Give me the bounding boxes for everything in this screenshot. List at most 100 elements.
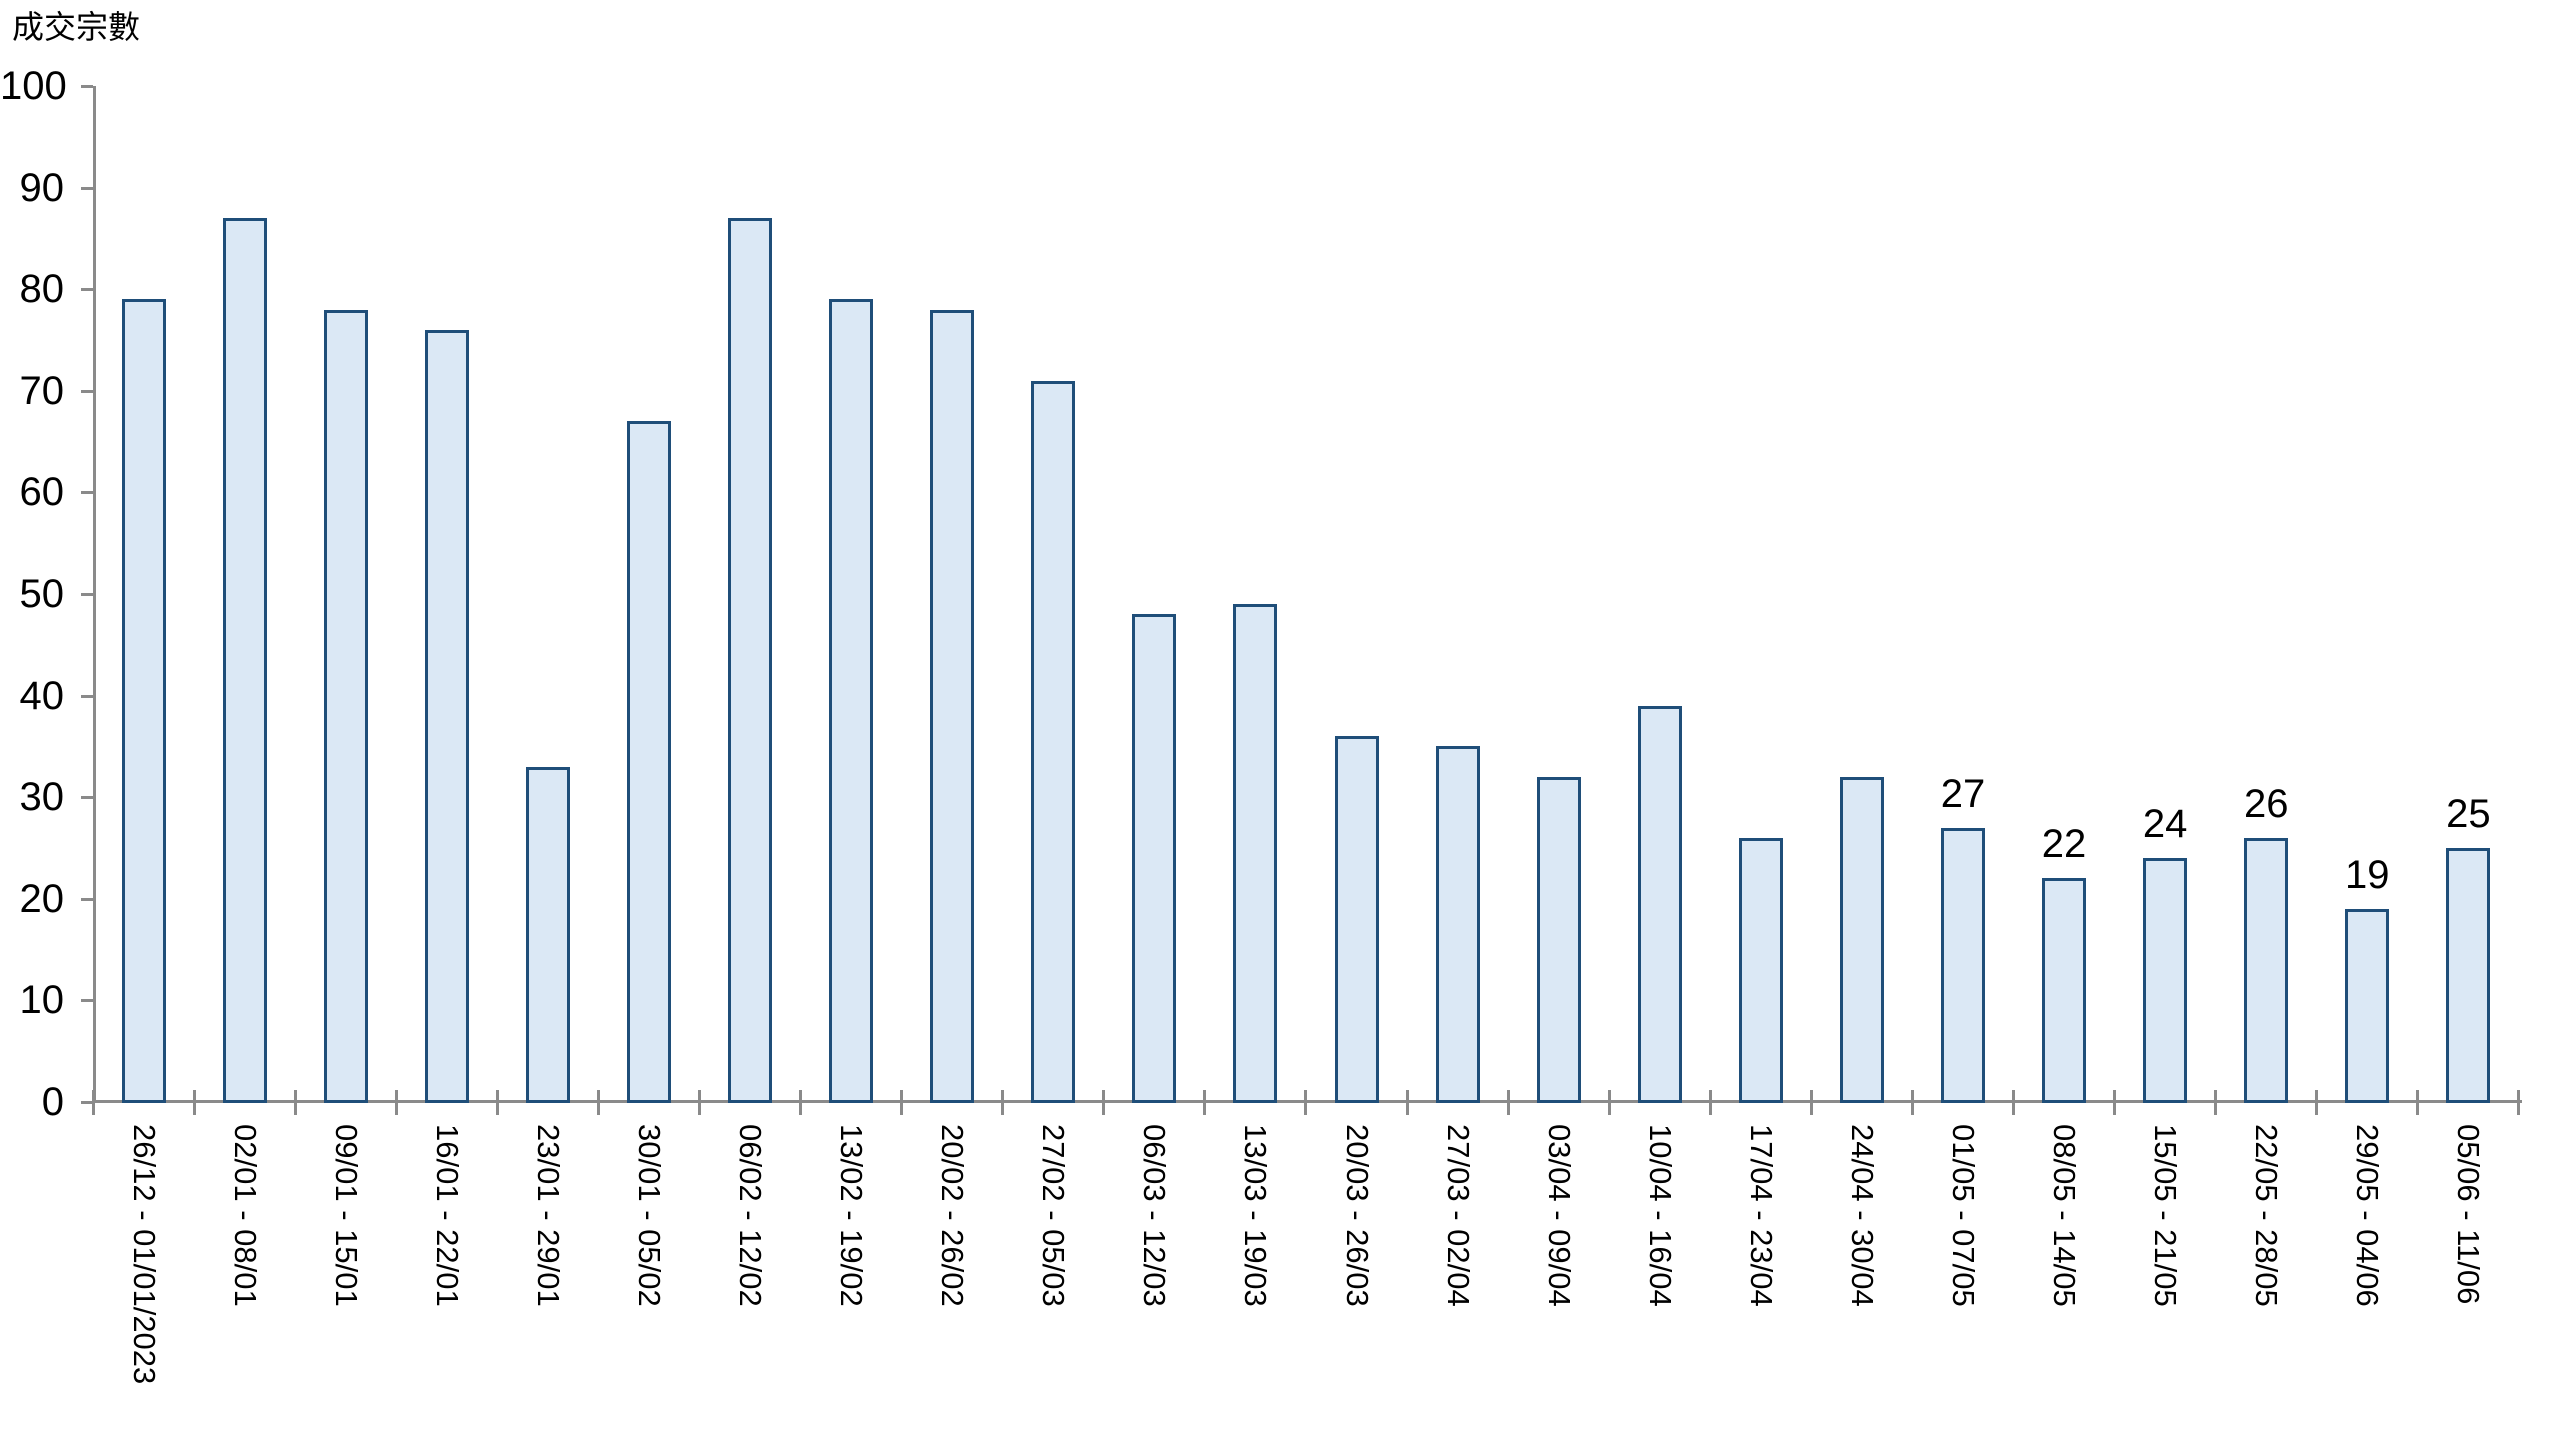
x-axis-category-label: 30/01 - 05/02 [631,1124,667,1307]
y-axis-line [93,86,96,1103]
bar [1334,736,1379,1103]
x-axis-category-label: 06/03 - 12/03 [1137,1124,1173,1307]
bar [1839,777,1884,1103]
x-axis-tick [192,1090,196,1115]
x-axis-tick [596,1090,600,1115]
x-axis-tick [1708,1090,1712,1115]
bar-value-label: 25 [2446,792,2491,836]
bar [424,330,469,1103]
x-axis-tick [91,1090,95,1115]
y-axis-tick [81,85,93,88]
x-axis-tick [1809,1090,1813,1115]
y-axis-tick-label: 80 [19,267,65,311]
bar-value-label: 19 [2345,853,2390,897]
x-axis-tick [293,1090,297,1115]
x-axis-category-label: 26/12 - 01/01/2023 [126,1124,162,1385]
x-axis-category-label: 10/04 - 16/04 [1642,1124,1678,1307]
bar [1940,828,1985,1103]
bar [1637,706,1682,1103]
x-axis-category-label: 20/02 - 26/02 [935,1124,971,1307]
x-axis-tick [1506,1090,1510,1115]
bar [1031,381,1076,1103]
x-axis-tick [2315,1090,2319,1115]
bar-value-label: 24 [2142,802,2188,846]
x-axis-tick [1910,1090,1914,1115]
x-axis-tick [394,1090,398,1115]
x-axis-tick [1607,1090,1611,1115]
y-axis-tick [81,187,93,190]
bar [728,218,773,1103]
bar [2143,858,2188,1103]
bar [1132,614,1177,1103]
y-axis-tick [81,1101,93,1104]
x-axis-category-label: 06/02 - 12/02 [733,1124,769,1307]
y-axis-tick-label: 40 [19,674,65,718]
y-axis-tick [81,898,93,901]
y-axis-tick [81,390,93,393]
y-axis-tick-label: 20 [19,877,65,921]
x-axis-tick [1001,1090,1005,1115]
y-axis-tick-label: 100 [0,64,67,108]
bar-value-label: 26 [2243,782,2289,826]
y-axis-tick [81,593,93,596]
x-axis-tick [1405,1090,1409,1115]
x-axis-tick [697,1090,701,1115]
x-axis-tick [495,1090,499,1115]
x-axis-category-label: 29/05 - 04/06 [2350,1124,2386,1307]
x-axis-tick [1304,1090,1308,1115]
x-axis-category-label: 20/03 - 26/03 [1339,1124,1375,1307]
x-axis-category-label: 03/04 - 09/04 [1541,1124,1577,1307]
x-axis-category-label: 13/02 - 19/02 [834,1124,870,1307]
bar [2446,848,2491,1103]
y-axis-tick-label: 90 [19,166,65,210]
x-axis-tick [2416,1090,2420,1115]
y-axis-tick-label: 0 [41,1080,64,1124]
y-axis-tick [81,288,93,291]
x-axis-line [93,1100,2522,1103]
bar [525,767,570,1103]
x-axis-category-label: 24/04 - 30/04 [1844,1124,1880,1307]
x-axis-category-label: 05/06 - 11/06 [2451,1124,2487,1305]
bar [1738,838,1783,1103]
bar [1435,746,1480,1103]
x-axis-category-label: 17/04 - 23/04 [1743,1124,1779,1307]
x-axis-tick [2214,1090,2218,1115]
bar [1233,604,1278,1103]
x-axis-tick [900,1090,904,1115]
y-axis-tick-label: 70 [19,369,65,413]
x-axis-tick [2517,1090,2521,1115]
bar [829,299,874,1103]
x-axis-tick [799,1090,803,1115]
x-axis-tick [1203,1090,1207,1115]
x-axis-tick [2012,1090,2016,1115]
x-axis-category-label: 02/01 - 08/01 [227,1124,263,1307]
x-axis-category-label: 22/05 - 28/05 [2249,1124,2285,1307]
bar [222,218,267,1103]
x-axis-tick [2113,1090,2117,1115]
y-axis-tick-label: 10 [19,978,65,1022]
bar [121,299,166,1103]
bar-value-label: 22 [2041,822,2087,866]
x-axis-category-label: 16/01 - 22/01 [429,1124,465,1307]
x-axis-category-label: 27/02 - 05/03 [1036,1124,1072,1307]
y-axis-tick-label: 60 [19,470,65,514]
chart-title: 成交宗數 [12,9,141,45]
bar [1536,777,1581,1103]
bar [323,310,368,1103]
bar [626,421,671,1103]
x-axis-category-label: 15/05 - 21/05 [2148,1124,2184,1307]
bar-value-label: 27 [1940,772,1986,816]
bar [2244,838,2289,1103]
y-axis-tick-label: 30 [19,775,65,819]
bar [930,310,975,1103]
x-axis-category-label: 27/03 - 02/04 [1440,1124,1476,1307]
x-axis-category-label: 01/05 - 07/05 [1945,1124,1981,1307]
y-axis-tick-label: 50 [19,572,65,616]
x-axis-tick [1102,1090,1106,1115]
x-axis-category-label: 09/01 - 15/01 [328,1124,364,1307]
x-axis-category-label: 08/05 - 14/05 [2047,1124,2083,1307]
x-axis-category-label: 23/01 - 29/01 [530,1124,566,1307]
y-axis-tick [81,999,93,1002]
bar [2042,878,2087,1103]
